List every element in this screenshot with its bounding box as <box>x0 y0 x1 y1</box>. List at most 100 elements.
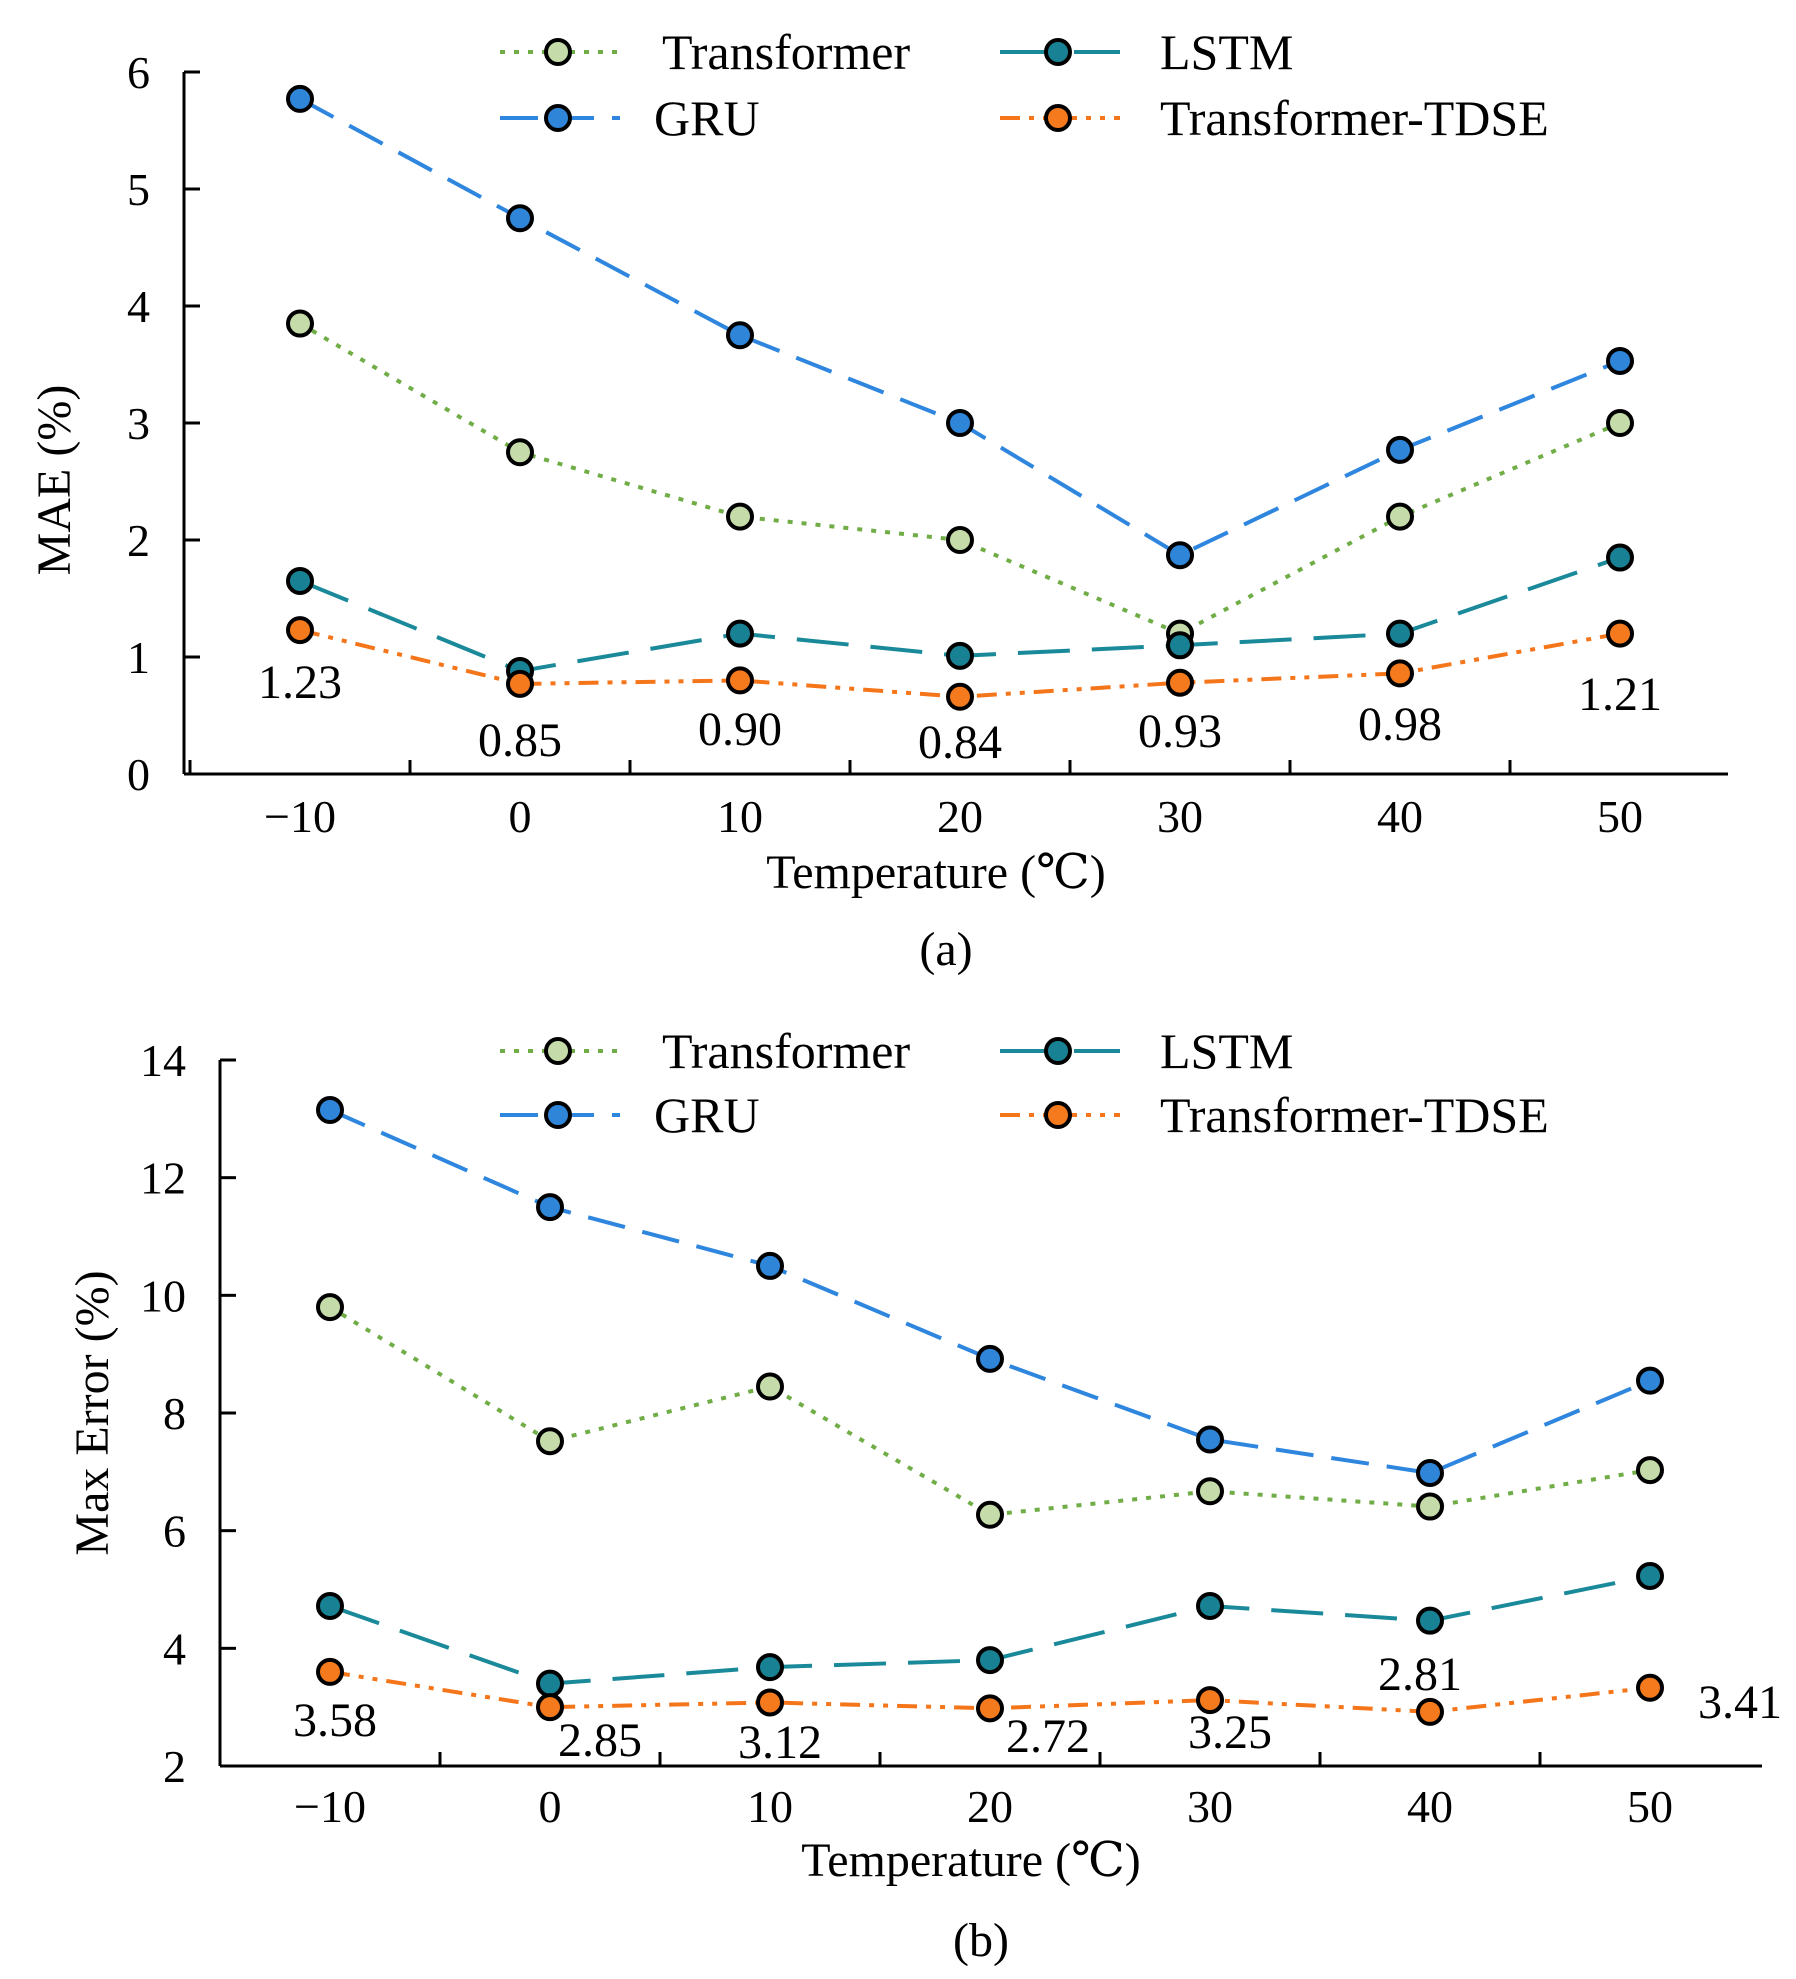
legend-item-gru: GRU <box>500 1087 760 1143</box>
legend-marker <box>544 38 572 66</box>
data-label: 3.12 <box>738 1716 822 1769</box>
legend-label: GRU <box>654 90 760 146</box>
chart-caption: (a) <box>919 923 972 976</box>
data-point <box>756 1251 784 1280</box>
data-point <box>1606 543 1634 572</box>
legend-label: Transformer-TDSE <box>1160 1087 1549 1143</box>
data-point <box>1196 1425 1224 1454</box>
data-label: 0.85 <box>478 714 562 767</box>
data-point <box>1416 1606 1444 1635</box>
y-tick-label: 3 <box>127 398 150 449</box>
series-line <box>329 1108 1651 1476</box>
legend-item-transformer: Transformer <box>500 1023 910 1079</box>
y-tick-label: 4 <box>127 281 150 332</box>
data-point <box>1606 346 1634 375</box>
x-tick-label: 50 <box>1627 1781 1673 1832</box>
data-point <box>536 1193 564 1222</box>
x-tick-label: 30 <box>1187 1781 1233 1832</box>
legend-marker <box>1044 38 1072 66</box>
data-point <box>286 84 314 113</box>
x-tick-label: 10 <box>747 1781 793 1832</box>
data-point <box>946 409 974 437</box>
y-tick-label: 10 <box>140 1270 186 1321</box>
series-line <box>298 321 1621 636</box>
legend-marker <box>544 1037 572 1065</box>
data-point <box>1636 1673 1664 1702</box>
data-label: 2.85 <box>558 1714 642 1767</box>
data-label: 3.25 <box>1188 1706 1272 1759</box>
series-gru <box>316 1096 1664 1488</box>
data-point <box>506 669 534 698</box>
data-label: 2.72 <box>1006 1710 1090 1763</box>
legend-item-transformer: Transformer <box>500 24 910 80</box>
data-label: 0.84 <box>918 716 1002 769</box>
x-tick-label: 0 <box>509 791 532 842</box>
legend-label: Transformer-TDSE <box>1160 90 1549 146</box>
legend-item-lstm: LSTM <box>1000 1023 1293 1079</box>
data-point <box>506 438 534 467</box>
legend-marker <box>544 1101 572 1129</box>
data-point <box>316 1591 344 1620</box>
data-point <box>756 1653 784 1682</box>
data-label: 3.41 <box>1698 1676 1782 1729</box>
x-tick-label: 50 <box>1597 791 1643 842</box>
data-point <box>1166 631 1194 660</box>
legend-marker <box>1044 1037 1072 1065</box>
legend-label: GRU <box>654 1087 760 1143</box>
data-point <box>946 526 974 554</box>
series-transformer-tdse <box>286 616 1634 711</box>
y-tick-label: 0 <box>127 749 150 800</box>
data-point <box>286 616 314 645</box>
x-tick-label: 10 <box>717 791 763 842</box>
x-tick-label: 20 <box>967 1781 1013 1832</box>
data-point <box>726 502 754 531</box>
data-point <box>1416 1459 1444 1488</box>
legend-label: Transformer <box>662 1023 910 1079</box>
data-point <box>756 1688 784 1717</box>
y-tick-label: 8 <box>163 1388 186 1439</box>
series-transformer <box>286 309 1634 648</box>
series-gru <box>286 84 1634 570</box>
x-tick-label: −10 <box>294 1781 366 1832</box>
chart-b: 2 4 6 8 10 12 14 −10 0 10 20 30 40 50 Temperature (℃) M… <box>66 1023 1782 1967</box>
data-label: 1.23 <box>258 656 342 709</box>
data-point <box>976 1646 1004 1675</box>
data-point <box>1166 668 1194 697</box>
x-tick-label: 20 <box>937 791 983 842</box>
x-tick-label: 30 <box>1157 791 1203 842</box>
data-label: 1.21 <box>1578 668 1662 721</box>
series-transformer-tdse <box>316 1657 1664 1726</box>
data-point <box>1386 619 1414 648</box>
y-tick-label: 2 <box>127 515 150 566</box>
y-tick-label: 6 <box>127 47 150 98</box>
data-point <box>1386 435 1414 464</box>
data-label: 2.81 <box>1378 1648 1462 1701</box>
legend-label: Transformer <box>662 24 910 80</box>
legend-item-transformer-tdse: Transformer-TDSE <box>1000 1087 1549 1143</box>
data-point <box>286 309 314 338</box>
x-axis-title: Temperature (℃) <box>766 846 1106 899</box>
legend-marker <box>1044 1101 1072 1129</box>
legend-marker <box>1044 104 1072 132</box>
data-point <box>1636 1366 1664 1395</box>
data-point <box>286 566 314 595</box>
y-tick-label: 5 <box>127 164 150 215</box>
x-tick-label: 40 <box>1407 1781 1453 1832</box>
y-tick-label: 12 <box>140 1153 186 1204</box>
data-point <box>316 1096 344 1125</box>
x-tick-label: 40 <box>1377 791 1423 842</box>
x-tick-label: −10 <box>264 791 336 842</box>
legend: Transformer LSTM GRU Transformer-TDSE <box>500 24 1549 146</box>
data-point <box>1606 619 1634 648</box>
data-point <box>726 619 754 648</box>
data-point <box>316 1657 344 1686</box>
data-point <box>1196 1686 1224 1715</box>
y-tick-label: 4 <box>163 1623 186 1674</box>
data-point <box>726 666 754 695</box>
data-point <box>976 1694 1004 1723</box>
data-point <box>946 641 974 670</box>
data-point <box>536 1427 564 1456</box>
data-point <box>536 1669 564 1698</box>
data-point <box>1636 1561 1664 1590</box>
